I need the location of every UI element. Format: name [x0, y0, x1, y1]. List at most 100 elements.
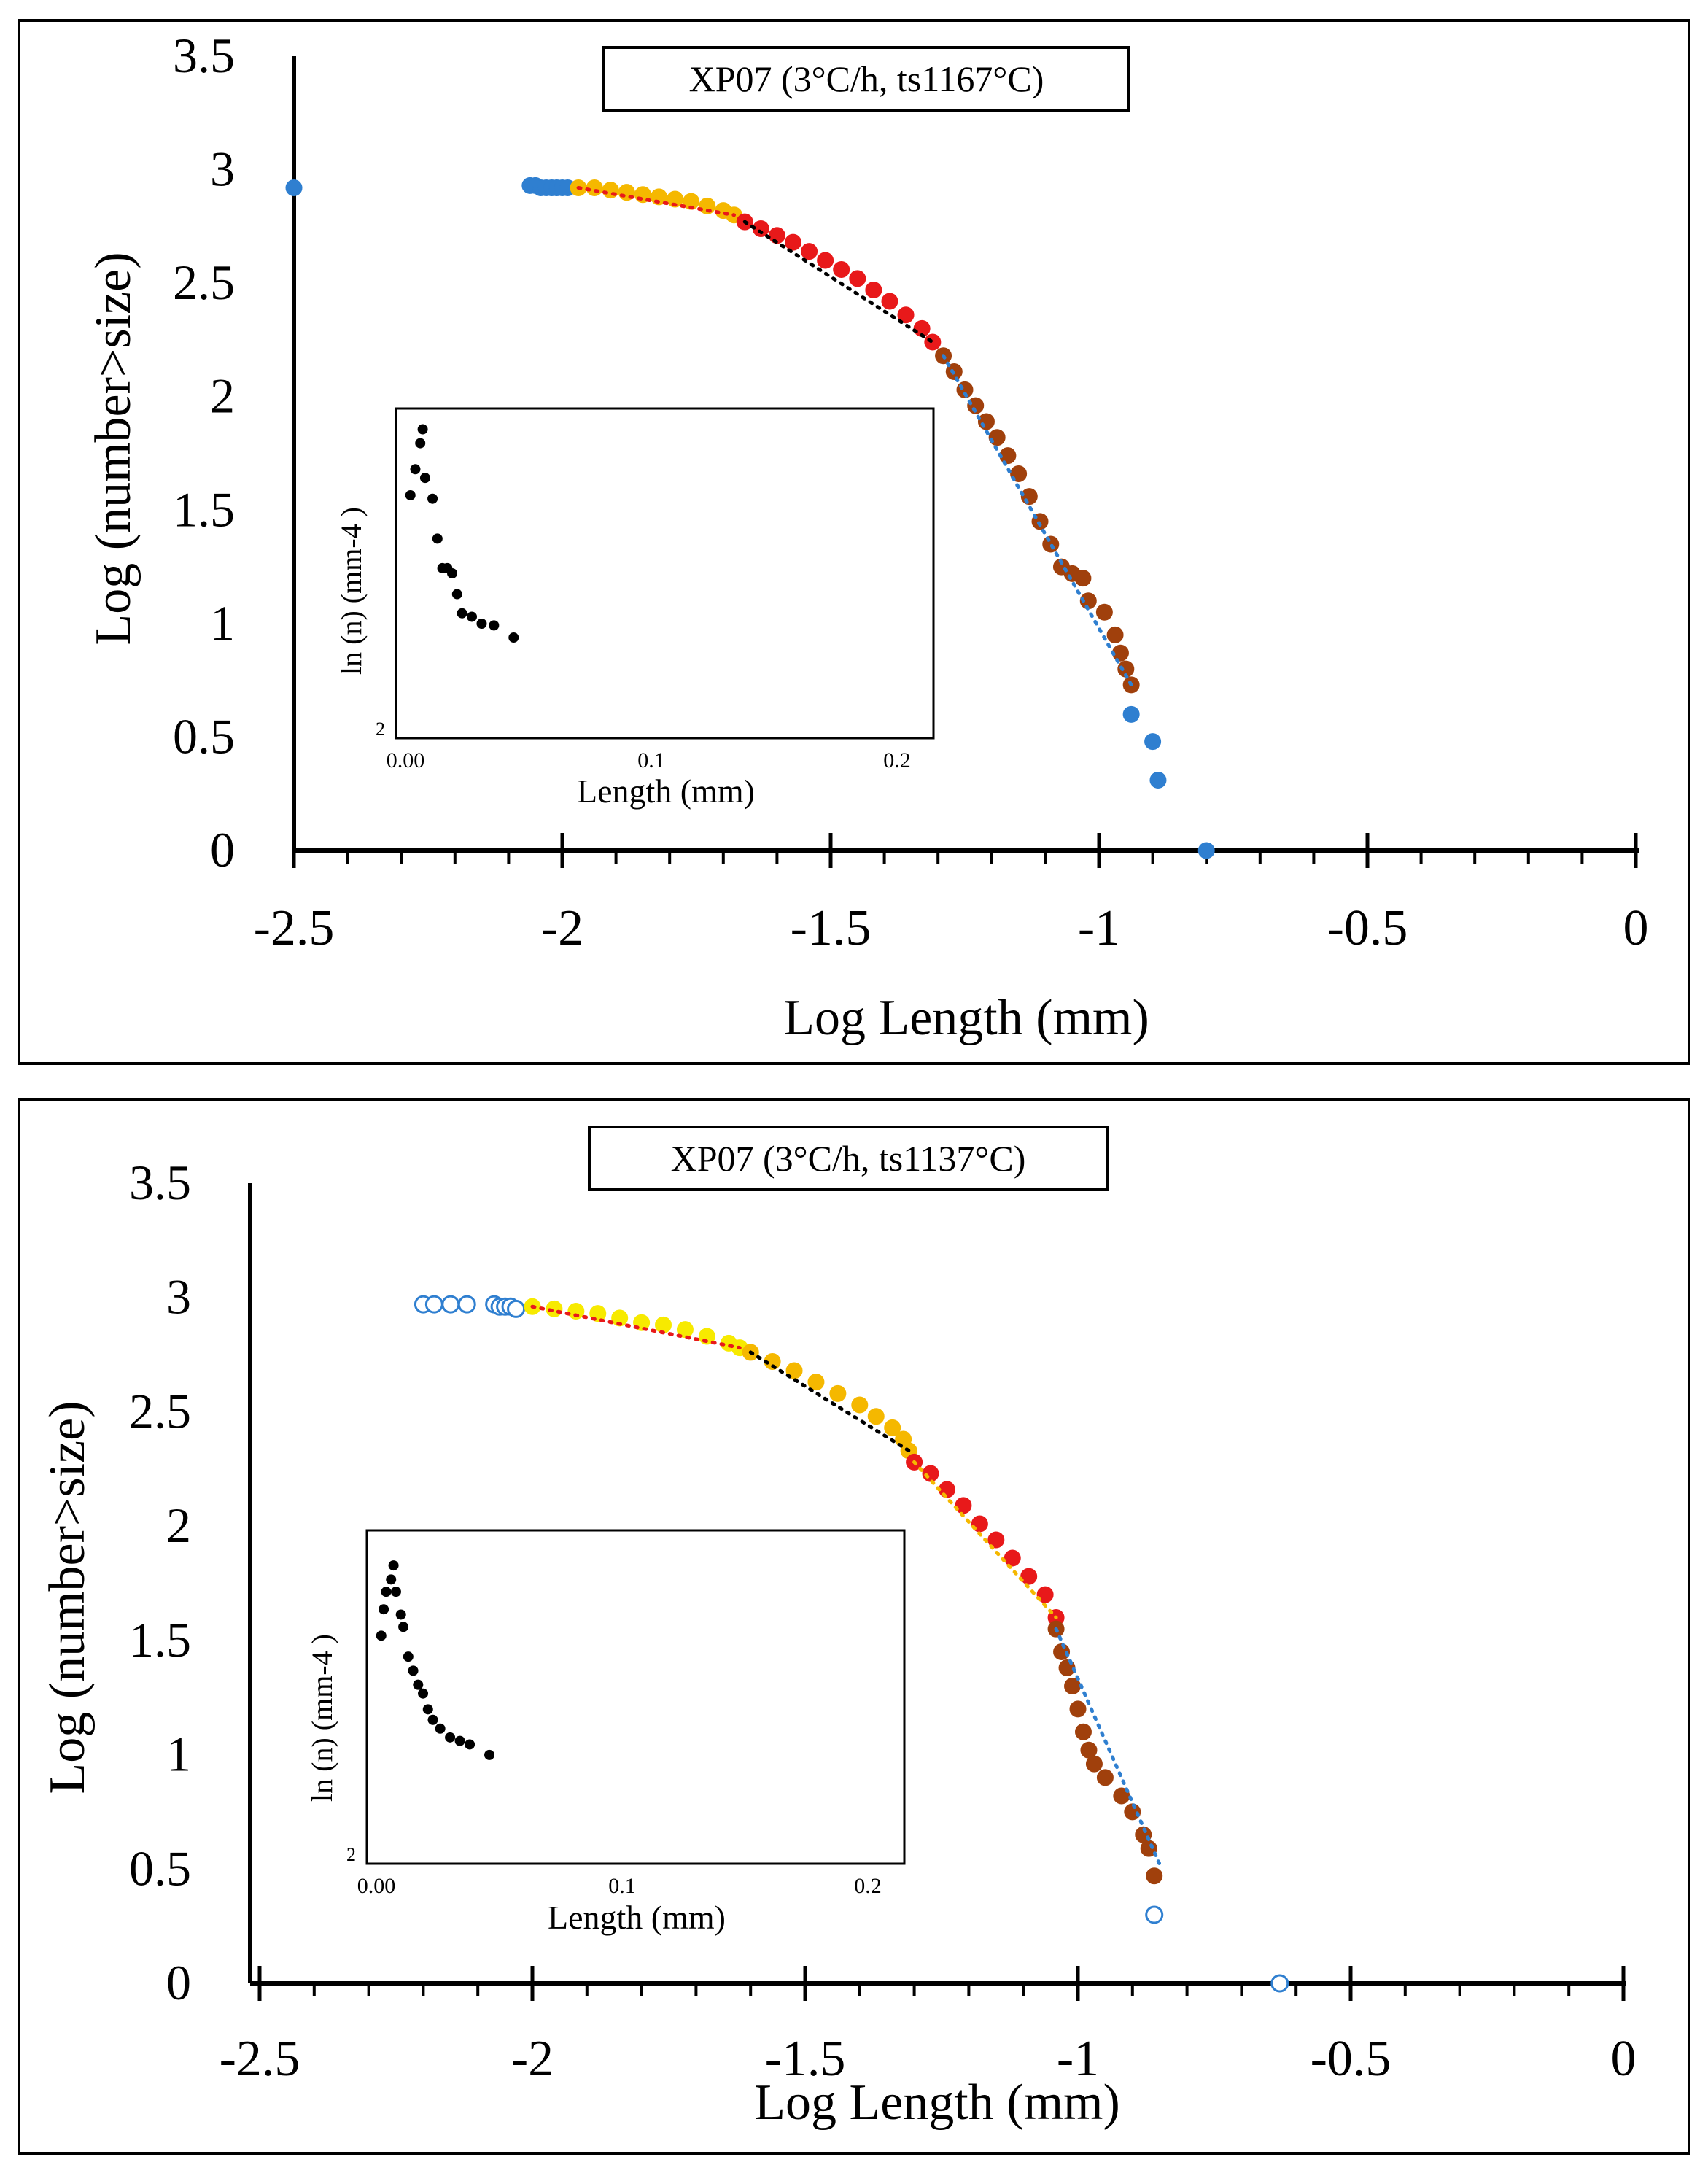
data-point-segment-3	[1020, 488, 1038, 506]
fit-line	[530, 1304, 742, 1350]
y-tick-label: 2.5	[173, 255, 235, 310]
inset-frame	[395, 407, 935, 740]
inset-x-tick-label: 0.1	[608, 1874, 636, 1898]
inset-y-tick-label: 2	[376, 718, 385, 740]
inset-data-point	[445, 1732, 456, 1743]
data-point-segment-3	[1042, 535, 1060, 553]
y-tick-label: 1	[166, 1727, 191, 1782]
y-tick-label: 1.5	[129, 1612, 191, 1667]
inset-data-point	[417, 424, 428, 435]
inset-data-point	[415, 438, 426, 449]
inset-data-point	[403, 1651, 414, 1662]
data-point-segment-4	[1069, 1700, 1087, 1718]
y-tick-label: 3	[166, 1269, 191, 1325]
inset-data-point	[484, 1749, 495, 1760]
data-point-segment-2	[829, 1384, 847, 1402]
y-tick-label: 3.5	[129, 1155, 191, 1210]
x-tick-label: -1	[1078, 900, 1120, 956]
y-tick-label: 0	[166, 1955, 191, 2010]
fit-line	[742, 220, 935, 344]
chart-panel-bottom: XP07 (3°C/h, ts1137°C) -2.5 -2 -1.5 -1 -0.5 0…	[18, 1098, 1690, 2155]
inset-data-point	[398, 1622, 409, 1632]
data-point-outliers	[507, 1299, 526, 1318]
y-tick-label: 2	[210, 368, 235, 424]
data-point-segment-3	[1020, 1568, 1038, 1585]
data-point-outliers	[1144, 733, 1162, 751]
inset-data-point	[476, 618, 487, 629]
inset-data-point	[381, 1587, 392, 1597]
data-point-outliers	[1145, 1905, 1164, 1924]
x-tick-label: -0.5	[1327, 900, 1408, 956]
data-point-segment-3	[938, 1481, 955, 1498]
data-point-segment-2	[833, 260, 850, 278]
inset-data-point	[413, 1679, 424, 1690]
inset-data-point	[408, 1665, 419, 1676]
data-point-segment-3	[977, 413, 995, 430]
inset-data-point	[489, 620, 500, 631]
data-point-outliers	[1149, 772, 1167, 789]
data-point-outliers	[1122, 705, 1140, 723]
data-point-segment-2	[881, 293, 898, 310]
data-point-segment-4	[1085, 1755, 1103, 1773]
data-point-segment-1	[667, 190, 684, 208]
inset-data-point	[432, 533, 443, 544]
x-tick-label: -2	[541, 900, 583, 956]
inset-data-point	[390, 1587, 401, 1597]
chart-title: XP07 (3°C/h, ts1167°C)	[689, 58, 1044, 99]
data-point-outliers	[1270, 1974, 1289, 1993]
inset-x-tick-label: 0.00	[387, 748, 425, 772]
data-point-segment-3	[955, 1497, 972, 1514]
data-point-outliers	[424, 1295, 443, 1314]
data-point-segment-1	[567, 1303, 585, 1320]
y-tick-label: 2	[166, 1498, 191, 1553]
y-tick-label: 2.5	[129, 1383, 191, 1438]
data-point-segment-1	[602, 182, 619, 199]
chart-title-box: XP07 (3°C/h, ts1167°C)	[602, 46, 1130, 112]
data-point-segment-2	[849, 270, 866, 287]
data-point-outliers	[285, 179, 303, 196]
y-tick-label: 3	[210, 142, 235, 197]
chart-title-box: XP07 (3°C/h, ts1137°C)	[588, 1126, 1109, 1191]
data-point-segment-2	[884, 1419, 901, 1436]
inset-x-tick-label: 0.1	[637, 748, 665, 772]
data-point-segment-2	[865, 281, 882, 298]
y-tick-label: 0.5	[173, 708, 235, 764]
x-tick-label: -1.5	[765, 2031, 846, 2087]
x-tick-label: -2.5	[220, 2031, 300, 2087]
inset-data-point	[376, 1630, 387, 1641]
x-tick-label: -1.5	[791, 900, 872, 956]
x-tick-label: 0	[1611, 2031, 1637, 2087]
data-point-segment-4	[1096, 1769, 1114, 1786]
inset-data-point	[379, 1604, 389, 1615]
data-point-segment-1	[655, 1316, 672, 1333]
inset-x-axis-label: Length (mm)	[548, 1899, 726, 1936]
data-point-segment-2	[851, 1396, 869, 1414]
main-axes: -2.5 -2 -1.5 -1 -0.5 0 3.5 3 2.5 2 1.5 1 0.5 0	[129, 1155, 1637, 2087]
data-point-segment-3	[1004, 1549, 1021, 1567]
inset-data-point	[454, 1735, 465, 1746]
data-marks	[414, 1295, 1289, 1993]
inset-data-point	[466, 611, 477, 622]
inset-data-point	[451, 589, 462, 600]
inset-data-point	[422, 1704, 433, 1715]
title-frame	[602, 46, 1130, 112]
data-point-segment-3	[1095, 603, 1113, 621]
inset-data-point	[388, 1560, 399, 1571]
inset-data-point	[405, 489, 416, 500]
y-tick-label: 1	[210, 595, 235, 651]
inset-chart: 0.00 0.1 0.2 2 Length (mm) ln (n) (mm-4 )	[306, 1529, 906, 1936]
y-axis-label: Log (number>size)	[85, 252, 141, 645]
x-axis-label: Log Length (mm)	[754, 2075, 1120, 2131]
inset-data-point	[419, 473, 430, 484]
fit-line	[912, 1460, 1058, 1620]
x-tick-label: -2.5	[254, 900, 335, 956]
inset-data-point	[465, 1739, 475, 1750]
inset-data-point	[386, 1574, 397, 1585]
inset-x-axis-label: Length (mm)	[577, 772, 755, 810]
inset-data-point	[447, 568, 458, 578]
data-point-segment-3	[988, 429, 1006, 446]
inset-y-tick-label: 2	[346, 1844, 356, 1865]
y-tick-label: 0	[210, 822, 235, 878]
data-point-segment-2	[801, 243, 818, 260]
